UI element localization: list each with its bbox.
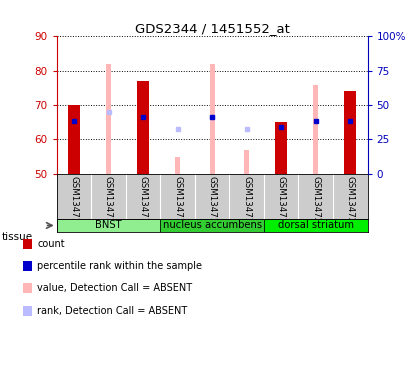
- Text: count: count: [37, 239, 65, 249]
- Text: GSM134714: GSM134714: [104, 176, 113, 229]
- Text: GSM134717: GSM134717: [207, 176, 217, 229]
- Text: value, Detection Call = ABSENT: value, Detection Call = ABSENT: [37, 283, 192, 293]
- Bar: [275, 122, 287, 174]
- Bar: [210, 64, 215, 174]
- Text: BNST: BNST: [95, 220, 122, 230]
- Bar: [57, 218, 160, 232]
- Title: GDS2344 / 1451552_at: GDS2344 / 1451552_at: [135, 22, 289, 35]
- Bar: [160, 218, 264, 232]
- Bar: [264, 218, 368, 232]
- Bar: [137, 81, 149, 174]
- Bar: [106, 64, 111, 174]
- Text: nucleus accumbens: nucleus accumbens: [163, 220, 262, 230]
- Text: percentile rank within the sample: percentile rank within the sample: [37, 261, 202, 271]
- Text: GSM134719: GSM134719: [277, 176, 286, 228]
- Text: GSM134715: GSM134715: [139, 176, 147, 229]
- Text: rank, Detection Call = ABSENT: rank, Detection Call = ABSENT: [37, 306, 188, 316]
- Bar: [175, 157, 180, 174]
- Text: GSM134716: GSM134716: [173, 176, 182, 229]
- Text: GSM134713: GSM134713: [69, 176, 79, 229]
- Bar: [313, 84, 318, 174]
- Text: tissue: tissue: [2, 232, 33, 242]
- Text: GSM134718: GSM134718: [242, 176, 251, 229]
- Bar: [68, 105, 80, 174]
- Bar: [244, 150, 249, 174]
- Text: dorsal striatum: dorsal striatum: [278, 220, 354, 230]
- Text: GSM134721: GSM134721: [346, 176, 355, 229]
- Bar: [344, 91, 356, 174]
- Text: GSM134720: GSM134720: [311, 176, 320, 229]
